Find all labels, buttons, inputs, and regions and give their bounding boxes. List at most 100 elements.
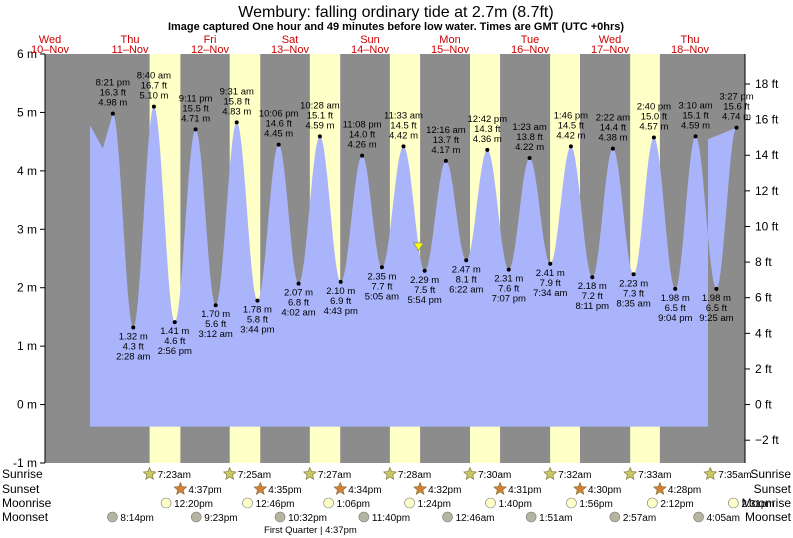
day-weekday-label: Tue <box>521 34 540 46</box>
tide-label: 7.9 ft <box>540 278 561 289</box>
tide-point <box>360 153 365 158</box>
chart-subtitle: Image captured One hour and 49 minutes b… <box>168 21 624 33</box>
tide-label: 2.18 m <box>578 281 607 292</box>
tide-label: 16.3 ft <box>100 88 127 99</box>
tide-label: 4.17 m <box>431 145 460 156</box>
tide-label: 2:22 am <box>596 113 630 124</box>
event-moon-icon <box>404 497 415 509</box>
tide-label: 10:06 pm <box>259 109 299 120</box>
tide-label: 4:43 pm <box>324 306 358 317</box>
y-tick-label-ft: 16 ft <box>755 113 779 127</box>
tide-point <box>651 135 656 140</box>
tide-label: 4.22 m <box>515 142 544 153</box>
tide-point <box>673 286 678 291</box>
chart-title: Wembury: falling ordinary tide at 2.7m (… <box>238 4 553 21</box>
event-time-label: 2:31pm <box>741 499 774 510</box>
event-star-icon <box>652 481 667 495</box>
y-tick-label-ft: 10 ft <box>755 219 779 233</box>
event-time-label: 4:32pm <box>428 485 461 496</box>
y-tick-label-ft: 12 ft <box>755 184 779 198</box>
tide-label: 6.9 ft <box>330 296 351 307</box>
event-time-label: 9:23pm <box>204 513 237 524</box>
tide-label: 2:56 pm <box>158 346 192 357</box>
tide-point <box>317 134 322 139</box>
tide-label: 4.36 m <box>473 134 502 145</box>
tide-label: 7:34 am <box>533 288 567 299</box>
day-weekday-label: Fri <box>204 34 217 46</box>
tide-label: 13.8 ft <box>516 132 543 143</box>
tide-label: 11:08 pm <box>343 120 382 131</box>
tide-point <box>568 144 573 149</box>
tide-point <box>234 120 239 125</box>
event-star-icon <box>173 481 188 495</box>
tide-label: 16.7 ft <box>141 81 168 92</box>
tide-point <box>131 325 136 330</box>
y-tick-label-ft: −2 ft <box>755 433 779 447</box>
tide-label: 8:21 pm <box>96 78 130 89</box>
tide-label: 2:28 am <box>116 351 150 362</box>
tide-label: 8:35 am <box>616 298 650 309</box>
tide-point <box>443 158 448 163</box>
event-moon-icon <box>160 497 172 509</box>
tide-point <box>110 111 115 116</box>
event-star-icon <box>302 466 317 480</box>
tide-point <box>464 258 469 263</box>
tide-label: 15.6 ft <box>723 102 750 113</box>
tide-point <box>590 275 595 280</box>
tide-label: 12:16 am <box>426 125 466 136</box>
event-row-label-left: Sunrise <box>2 467 43 481</box>
event-row-label-left: Moonset <box>2 510 49 524</box>
event-star-icon <box>493 481 507 495</box>
event-time-label: 2:57am <box>623 513 656 524</box>
tide-label: 2.31 m <box>494 274 523 285</box>
tide-label: 2.47 m <box>452 264 481 275</box>
tide-label: 1.70 m <box>201 309 230 320</box>
y-tick-label-m: 6 m <box>17 47 37 61</box>
day-date-label: 18–Nov <box>671 44 709 56</box>
y-tick-label-ft: 8 ft <box>755 255 772 269</box>
event-time-label: 10:32pm <box>288 513 327 524</box>
tide-label: 14.5 ft <box>558 120 585 131</box>
tide-point <box>213 303 218 308</box>
tide-label: 4.98 m <box>98 98 127 109</box>
event-time-label: 7:35am <box>718 470 751 481</box>
tide-point <box>255 298 260 303</box>
event-time-label: 8:14pm <box>120 513 153 524</box>
tide-label: 11:33 am <box>384 110 423 121</box>
tide-label: 1.78 m <box>243 305 272 316</box>
tide-label: 1:23 am <box>512 122 546 133</box>
event-time-label: 7:28am <box>398 470 431 481</box>
tide-label: 12:42 pm <box>468 114 508 125</box>
tide-label: 14.3 ft <box>474 124 501 135</box>
event-row-label-left: Sunset <box>2 482 40 496</box>
event-moon-icon <box>358 511 370 523</box>
y-tick-label-m: -1 m <box>13 456 37 470</box>
tide-label: 2.29 m <box>410 275 439 286</box>
day-weekday-label: Sun <box>360 34 380 46</box>
tide-label: 13.7 ft <box>433 135 460 146</box>
event-time-label: 12:46pm <box>256 499 295 510</box>
tide-label: 7.2 ft <box>582 291 603 302</box>
tide-label: 4.59 m <box>305 120 334 131</box>
tide-label: 4.3 ft <box>123 341 144 352</box>
event-moon-icon <box>323 497 334 509</box>
event-row-label-right: Sunrise <box>750 467 791 481</box>
event-time-label: 4:31pm <box>508 485 541 496</box>
day-date-label: 13–Nov <box>271 44 309 56</box>
event-moon-icon <box>728 497 739 509</box>
tide-label: 7.5 ft <box>414 285 435 296</box>
event-time-label: 4:34pm <box>348 485 381 496</box>
day-date-label: 15–Nov <box>431 44 469 56</box>
tide-label: 3:12 am <box>199 329 233 340</box>
tide-point <box>631 272 636 277</box>
event-moon-icon <box>485 497 496 509</box>
tide-label: 3:27 pm <box>719 92 753 103</box>
tide-point <box>379 265 384 270</box>
tide-label: 4.74 m <box>722 112 751 123</box>
event-time-label: 7:27am <box>318 470 351 481</box>
event-time-label: 7:30am <box>478 470 511 481</box>
tide-point <box>276 142 281 147</box>
tide-label: 8:40 am <box>137 71 171 82</box>
tide-label: 4.42 m <box>389 130 418 141</box>
